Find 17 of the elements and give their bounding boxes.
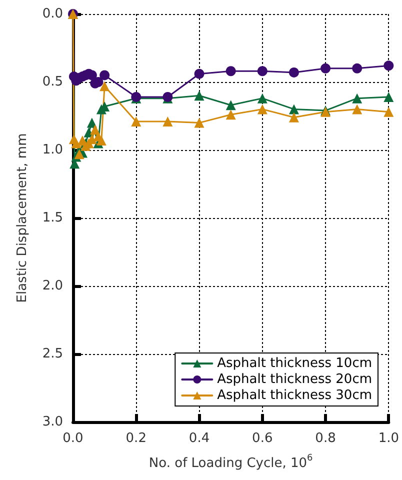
- x-tick-label: 0.4: [188, 431, 210, 446]
- y-tick-label: 2.0: [42, 278, 63, 294]
- x-tick-label: 0.2: [126, 431, 146, 446]
- legend-label: Asphalt thickness 20cm: [217, 372, 372, 387]
- y-tick-label: 1.0: [42, 142, 63, 158]
- x-tick-label: 0.6: [252, 431, 273, 446]
- x-tick-label: 0.8: [315, 431, 336, 446]
- y-tick-label: 2.5: [42, 346, 63, 362]
- x-tick-label: 1.0: [378, 431, 400, 446]
- x-tick-label: 0.0: [62, 431, 84, 446]
- y-tick-label: 0.5: [42, 74, 63, 90]
- y-tick-label: 0.0: [42, 6, 63, 22]
- y-axis-title: Elastic Displacement, mm: [15, 133, 30, 303]
- legend-label: Asphalt thickness 10cm: [217, 356, 372, 371]
- y-tick-label: 1.5: [42, 210, 63, 226]
- y-tick-label: 3.0: [42, 414, 63, 430]
- legend-label: Asphalt thickness 30cm: [217, 388, 372, 403]
